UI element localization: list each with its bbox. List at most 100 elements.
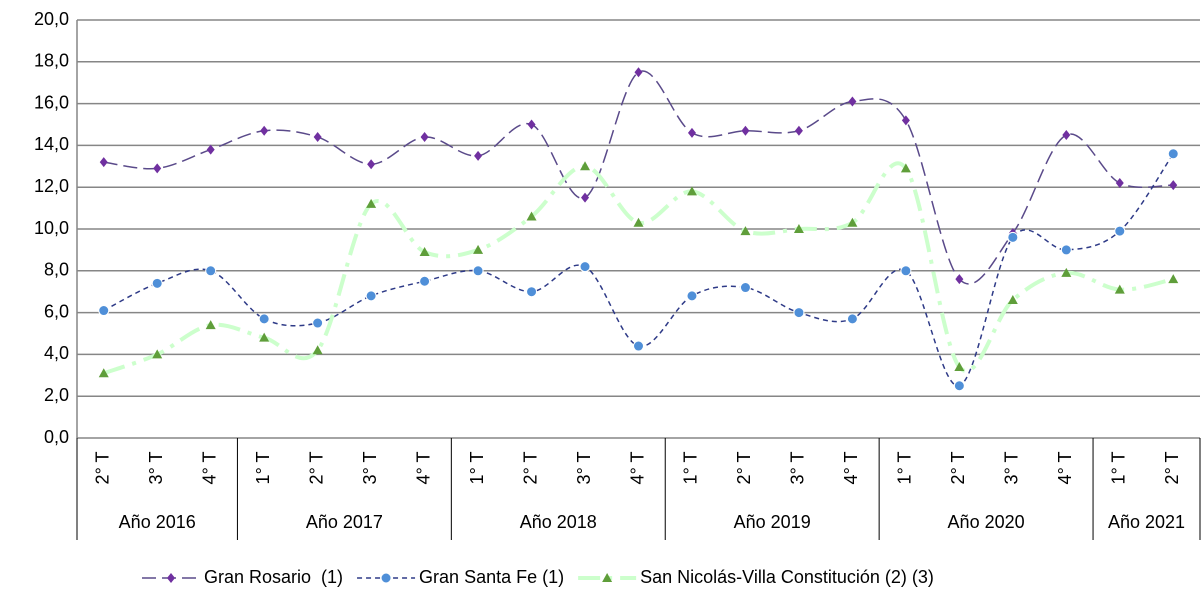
marker xyxy=(846,313,858,325)
marker xyxy=(98,368,109,378)
marker xyxy=(1060,244,1072,256)
marker xyxy=(472,265,484,277)
y-tick-label: 18,0 xyxy=(34,51,69,71)
x-tick-label: 4° T xyxy=(1055,452,1075,485)
series-line xyxy=(103,70,1174,285)
marker xyxy=(633,340,644,352)
marker xyxy=(258,313,270,325)
marker xyxy=(474,150,483,161)
marker xyxy=(847,217,858,227)
marker xyxy=(900,265,912,277)
marker xyxy=(367,159,376,170)
marker xyxy=(1061,267,1072,277)
marker xyxy=(527,119,536,130)
group-label: Año 2017 xyxy=(306,512,383,532)
y-tick-label: 4,0 xyxy=(44,343,69,363)
marker xyxy=(365,290,377,302)
marker xyxy=(686,186,697,196)
marker xyxy=(313,132,322,143)
y-tick-label: 20,0 xyxy=(34,9,69,29)
series-line xyxy=(103,161,1174,376)
group-label: Año 2021 xyxy=(1108,512,1185,532)
marker xyxy=(205,320,216,330)
marker xyxy=(1062,129,1071,140)
x-tick-label: 4° T xyxy=(413,452,433,485)
marker xyxy=(580,161,591,171)
marker xyxy=(259,332,270,342)
marker xyxy=(900,163,911,173)
legend-marker xyxy=(602,573,613,582)
marker xyxy=(526,211,537,221)
y-tick-label: 16,0 xyxy=(34,92,69,112)
marker xyxy=(419,246,430,256)
marker xyxy=(420,132,429,143)
marker xyxy=(1169,180,1178,191)
x-tick-label: 4° T xyxy=(199,452,219,485)
legend-label: San Nicolás-Villa Constitución (2) (3) xyxy=(640,567,934,587)
marker xyxy=(686,290,698,302)
group-label: Año 2020 xyxy=(948,512,1025,532)
marker xyxy=(739,282,751,294)
marker xyxy=(955,274,964,285)
marker xyxy=(98,305,110,317)
x-tick-label: 2° T xyxy=(734,452,754,485)
y-tick-label: 6,0 xyxy=(44,301,69,321)
marker xyxy=(1167,148,1179,160)
legend-label: Gran Santa Fe (1) xyxy=(419,567,564,587)
x-tick-label: 1° T xyxy=(895,452,915,485)
marker xyxy=(848,96,857,107)
series-line xyxy=(103,153,1174,387)
marker xyxy=(151,277,163,289)
x-tick-label: 4° T xyxy=(627,452,647,485)
marker xyxy=(312,317,324,329)
marker xyxy=(99,157,108,168)
marker xyxy=(793,224,804,233)
legend-label: Gran Rosario (1) xyxy=(204,567,343,587)
y-tick-label: 14,0 xyxy=(34,134,69,154)
x-tick-label: 2° T xyxy=(1162,452,1182,485)
marker xyxy=(419,275,431,287)
marker xyxy=(579,261,591,273)
x-tick-label: 3° T xyxy=(360,452,380,485)
x-tick-label: 4° T xyxy=(841,452,861,485)
y-tick-label: 10,0 xyxy=(34,218,69,238)
x-tick-label: 3° T xyxy=(574,452,594,485)
marker xyxy=(953,380,965,392)
x-tick-label: 3° T xyxy=(788,452,808,485)
marker xyxy=(1007,231,1019,243)
y-tick-label: 0,0 xyxy=(44,427,69,447)
x-tick-label: 1° T xyxy=(467,452,487,485)
x-tick-label: 1° T xyxy=(1109,452,1129,485)
marker xyxy=(901,115,910,126)
marker xyxy=(1007,295,1018,305)
group-label: Año 2018 xyxy=(520,512,597,532)
y-tick-label: 12,0 xyxy=(34,176,69,196)
marker xyxy=(687,127,696,138)
marker xyxy=(740,226,751,236)
marker xyxy=(1168,274,1179,284)
x-tick-label: 2° T xyxy=(520,452,540,485)
marker xyxy=(260,125,269,136)
marker xyxy=(793,307,805,319)
x-tick-label: 2° T xyxy=(92,452,112,485)
marker xyxy=(954,361,965,371)
marker xyxy=(794,125,803,136)
marker xyxy=(366,198,377,208)
x-tick-label: 3° T xyxy=(146,452,166,485)
marker xyxy=(152,349,163,359)
marker xyxy=(153,163,162,174)
x-tick-label: 1° T xyxy=(681,452,701,485)
marker xyxy=(206,144,215,155)
x-tick-label: 2° T xyxy=(948,452,968,485)
marker xyxy=(634,67,643,78)
marker xyxy=(1114,225,1126,237)
group-label: Año 2019 xyxy=(734,512,811,532)
marker xyxy=(741,125,750,136)
marker xyxy=(312,345,323,355)
marker xyxy=(1114,284,1125,294)
marker xyxy=(205,265,217,277)
marker xyxy=(473,244,484,254)
marker xyxy=(526,286,538,298)
x-tick-label: 2° T xyxy=(306,452,326,485)
